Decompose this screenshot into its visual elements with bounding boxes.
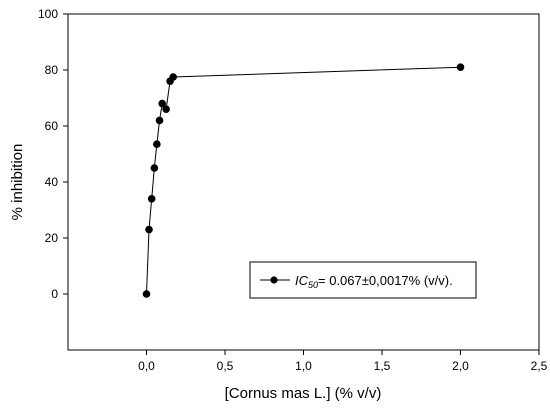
legend-label-subscript: 50 [308,280,318,290]
x-axis-label: [Cornus mas L.] (% v/v) [225,385,382,402]
data-point [147,195,156,203]
legend-label: IC50= 0.067±0,0017% (v/v). [295,273,453,290]
data-point [150,164,159,172]
y-tick-label: 20 [45,231,59,245]
y-axis-label: % inhibition [9,144,26,221]
legend-label-suffix: = 0.067±0,0017% (v/v). [318,273,453,288]
data-point [456,63,465,71]
legend: IC50= 0.067±0,0017% (v/v). [249,261,477,299]
series-line [146,66,461,295]
x-axis: 0,0 0,5 1,0 1,5 2,0 2,5 [138,350,548,373]
data-point [145,225,153,234]
x-tick-label: 0,5 [217,359,234,373]
legend-marker-sample [270,276,278,284]
data-point [155,116,164,125]
data-point [169,73,177,81]
y-tick-label: 0 [51,287,58,301]
x-tick-label: 1,5 [374,359,391,373]
y-tick-label: 80 [45,63,59,77]
y-tick-label: 40 [45,175,59,189]
y-tick-label: 100 [38,7,58,21]
x-tick-label: 0,0 [138,359,155,373]
y-tick-label: 60 [45,119,59,133]
series-group [142,63,465,298]
x-tick-label: 2,5 [531,359,548,373]
data-point [142,290,151,298]
x-tick-label: 2,0 [452,359,469,373]
legend-label-prefix: IC [295,273,309,288]
y-axis: 0 20 40 60 80 100 [38,7,68,301]
plot-area [67,13,540,351]
data-point [162,105,170,113]
x-tick-label: 1,0 [295,359,312,373]
data-point [158,99,166,108]
data-point [153,140,161,148]
